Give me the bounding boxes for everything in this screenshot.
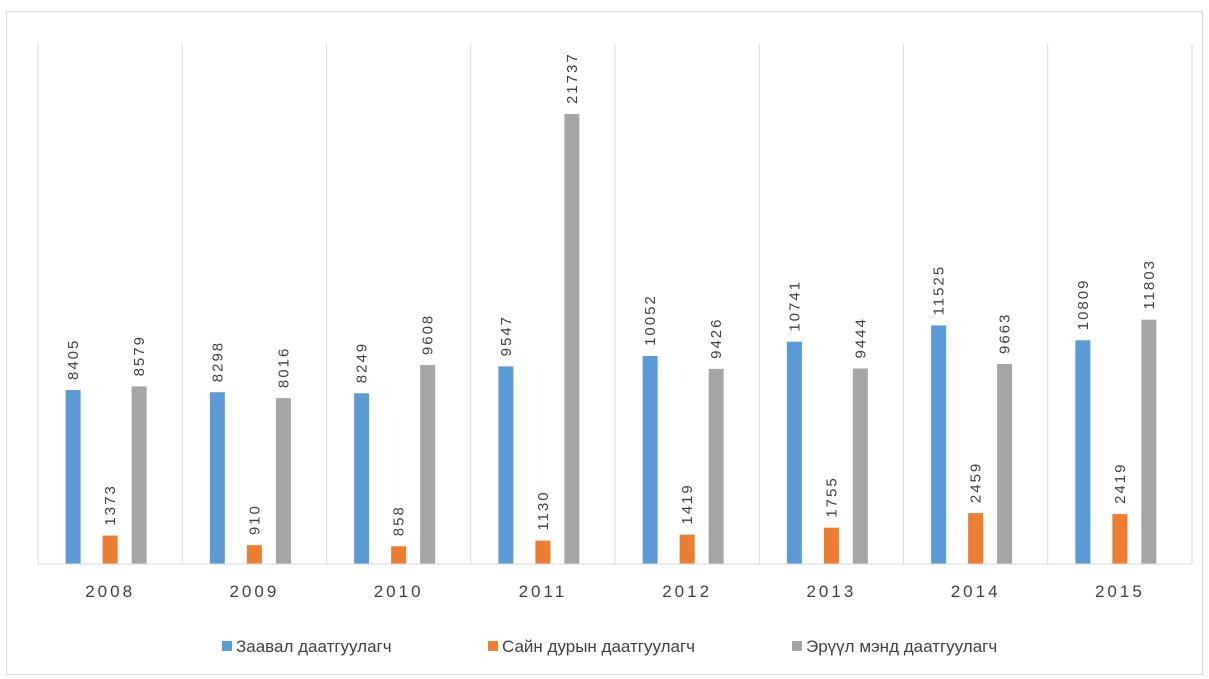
bar-2009-series-2	[246, 545, 262, 564]
data-label: 858	[391, 505, 408, 536]
data-label: 10052	[642, 294, 659, 346]
bar-2014-series-2	[968, 513, 984, 564]
data-label: 1373	[102, 484, 119, 525]
grid-lines	[37, 44, 1193, 564]
bar-2011-series-3	[564, 114, 580, 564]
bar-2011-series-1	[498, 366, 514, 564]
legend-swatch	[792, 641, 802, 651]
data-label: 1419	[679, 483, 696, 524]
x-tick-label: 2014	[951, 582, 1001, 601]
data-label: 8298	[209, 341, 226, 382]
x-tick-label: 2015	[1095, 582, 1145, 601]
data-label: 8405	[65, 339, 82, 380]
data-label: 9547	[498, 315, 515, 356]
bar-2014-series-3	[997, 363, 1013, 564]
data-label: 9426	[708, 318, 725, 359]
bar-2015-series-2	[1112, 513, 1128, 564]
legend-label: Заавал даатгуулагч	[236, 637, 392, 656]
data-label: 11803	[1141, 259, 1158, 310]
x-tick-label: 2013	[806, 582, 856, 601]
legend-swatch	[222, 641, 232, 651]
bar-2013-series-1	[786, 341, 802, 564]
x-tick-label: 2010	[374, 582, 424, 601]
bar-2012-series-1	[642, 355, 658, 564]
data-label: 9608	[420, 314, 437, 355]
bar-2012-series-3	[708, 368, 724, 564]
bar-2011-series-2	[535, 540, 551, 564]
data-label: 10809	[1075, 279, 1092, 331]
data-labels: 8405 1373 8579 8298 910 8016 8249 858 9608 9547 11…	[65, 52, 1158, 536]
data-label: 9663	[997, 313, 1014, 354]
bars	[65, 114, 1157, 564]
data-label: 2419	[1112, 463, 1129, 504]
x-tick-label: 2011	[519, 582, 568, 601]
data-label: 9444	[852, 317, 869, 358]
bar-2009-series-1	[209, 392, 225, 564]
legend-label: Сайн дурын даатгуулагч	[502, 637, 695, 656]
data-label: 10741	[786, 280, 803, 332]
x-axis-tick-labels: 2008 2009 2010 2011 2012 2013 2014 2015	[85, 582, 1145, 601]
bar-2010-series-2	[391, 546, 407, 564]
data-label: 8016	[275, 347, 292, 388]
data-label: 8249	[354, 342, 371, 383]
legend-swatch	[488, 641, 498, 651]
legend: Заавал даатгуулагч Сайн дурын даатгуулагч…	[222, 637, 997, 656]
x-tick-label: 2009	[229, 582, 279, 601]
data-label: 8579	[131, 335, 148, 376]
bar-2009-series-3	[275, 398, 291, 564]
bar-2008-series-3	[131, 386, 147, 564]
data-label: 910	[246, 504, 263, 535]
legend-label: Эрүүл мэнд даатгуулагч	[806, 637, 997, 656]
bar-2014-series-1	[931, 325, 947, 564]
bar-2012-series-2	[679, 534, 695, 564]
bar-2008-series-1	[65, 390, 81, 564]
data-label: 11525	[931, 265, 948, 316]
data-label: 1755	[823, 476, 840, 517]
x-tick-label: 2008	[85, 582, 135, 601]
x-tick-label: 2012	[662, 582, 712, 601]
data-label: 2459	[968, 462, 985, 503]
bar-2013-series-2	[823, 527, 839, 564]
bar-2015-series-1	[1075, 340, 1091, 564]
data-label: 21737	[564, 52, 581, 104]
bar-2013-series-3	[852, 368, 868, 564]
bar-2010-series-1	[354, 393, 370, 564]
data-label: 1130	[535, 490, 552, 530]
bar-2010-series-3	[420, 365, 436, 564]
bar-2008-series-2	[102, 535, 118, 564]
bar-2015-series-3	[1141, 319, 1157, 564]
